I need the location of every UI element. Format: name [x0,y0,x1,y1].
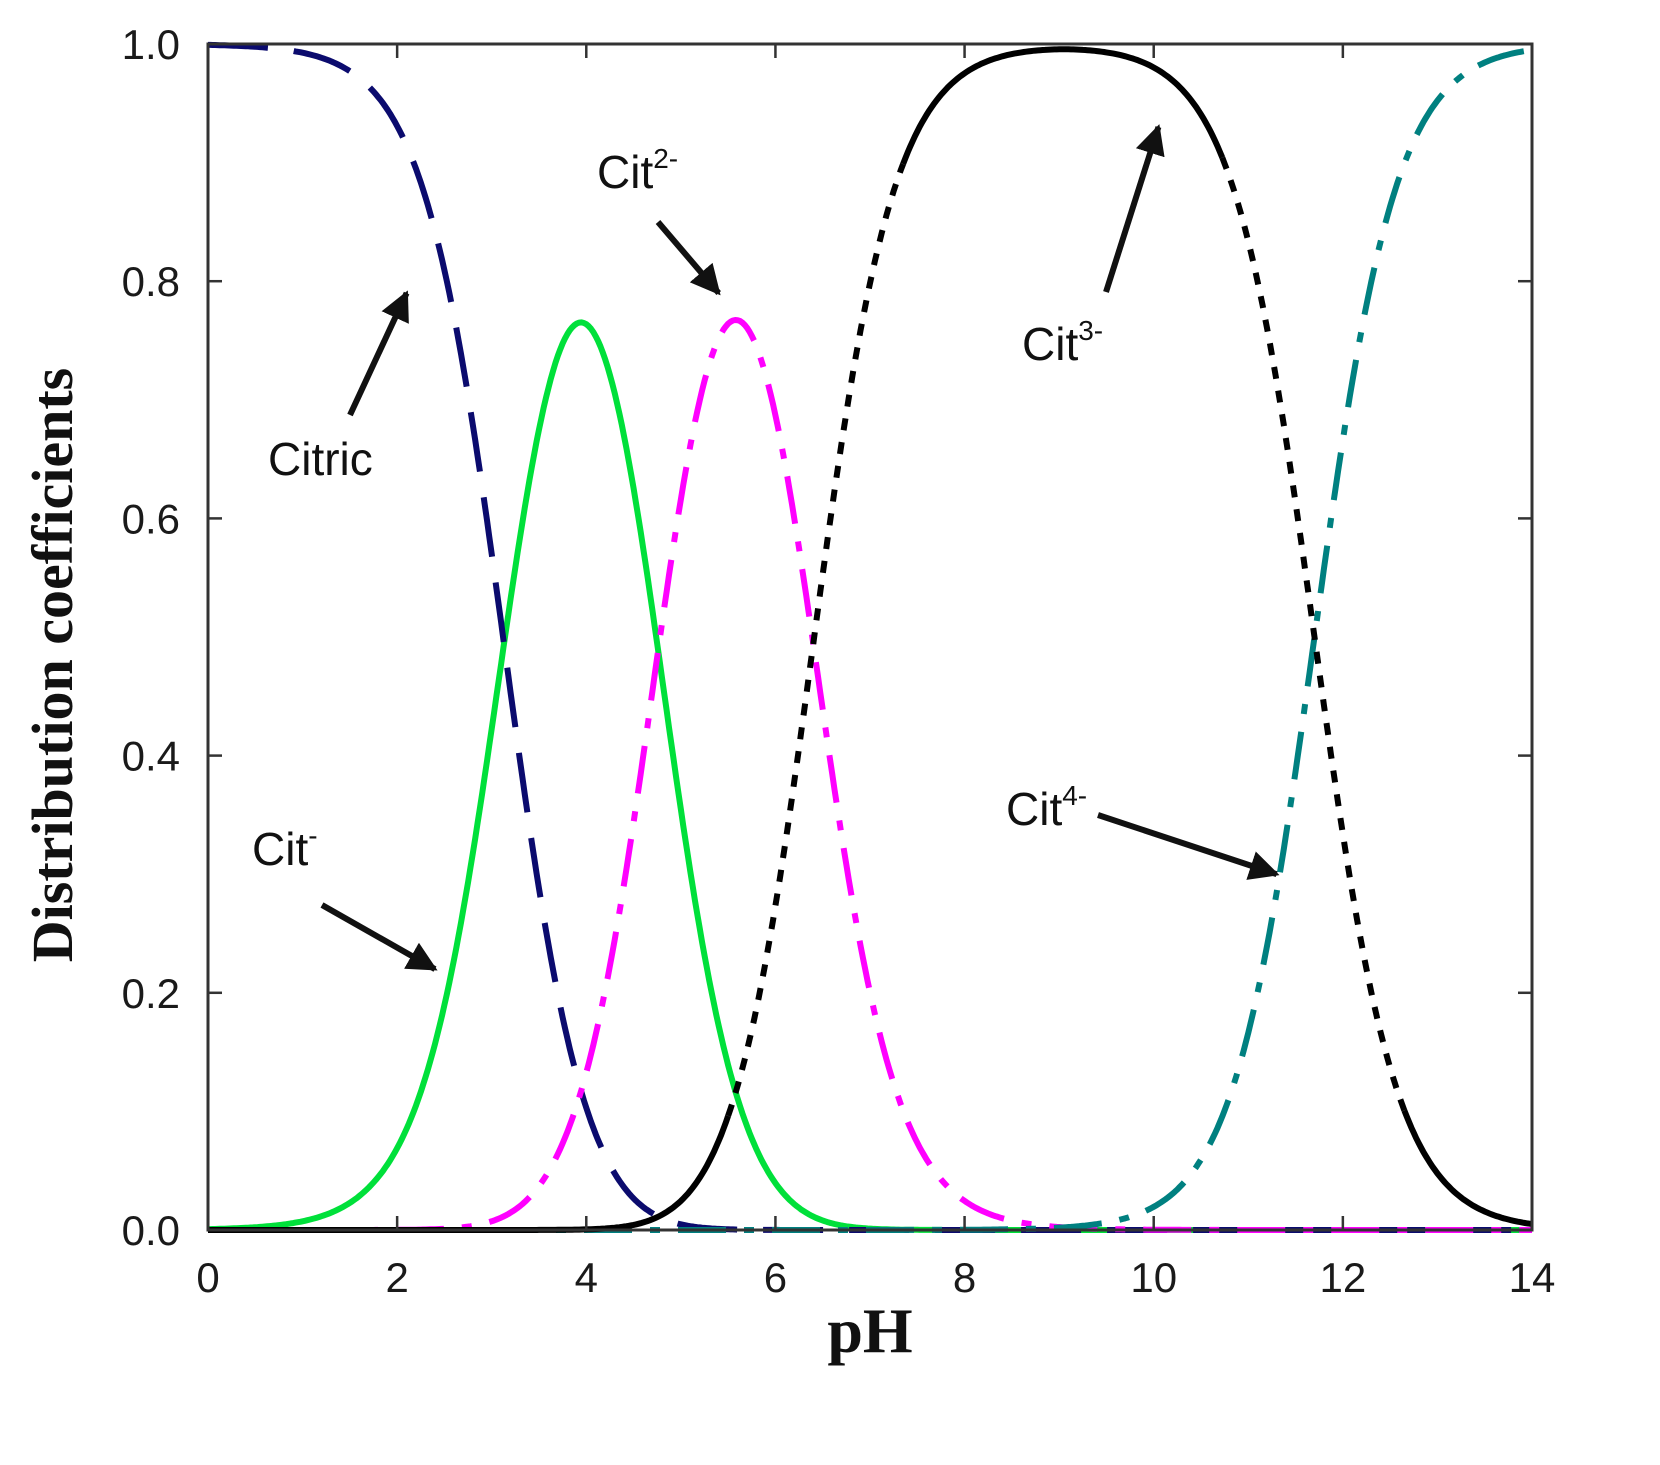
series-line-cit3- [900,46,1226,166]
annotation-label-superscript: 4- [1062,780,1087,811]
series-line-cit3- [1219,156,1408,1112]
annotation-label-superscript: 2- [653,143,678,174]
series-line-citric [207,41,1533,1233]
y-tick-label: 0.8 [122,258,180,305]
annotation-label-base: Citric [268,433,373,485]
x-tick-label: 10 [1130,1254,1177,1301]
y-tick-label: 1.0 [122,21,180,68]
series-line-cit3- [1401,1109,1533,1228]
annotation-label: Citric [268,433,373,485]
annotation-label-superscript: - [308,820,317,851]
series-line-cit3- [725,162,906,1117]
annotation-label: Cit- [252,820,318,875]
y-tick-label: 0.4 [122,733,180,780]
annotation-label: Cit4- [1006,780,1087,835]
annotation-arrow [1097,812,1280,880]
annotation-arrow [655,220,721,296]
x-tick-label: 12 [1319,1254,1366,1301]
annotation-arrow [320,902,438,972]
annotation-arrows-layer [320,124,1280,972]
y-axis-title: Distribution coefficients [20,368,85,962]
x-tick-label: 14 [1509,1254,1556,1301]
annotation-label-base: Cit [252,823,308,875]
annotation-label-base: Cit [1022,318,1078,370]
y-tick-label: 0.6 [122,495,180,542]
annotation-arrow [347,290,410,417]
series-line-cit4- [207,46,1533,1233]
x-tick-label: 8 [953,1254,976,1301]
annotation-arrow [1103,124,1165,293]
ticks-layer [206,42,1534,1232]
annotation-label: Cit3- [1022,315,1103,370]
y-tick-label: 0.0 [122,1207,180,1254]
x-tick-label: 0 [196,1254,219,1301]
x-tick-label: 6 [764,1254,787,1301]
annotation-label-base: Cit [1006,783,1062,835]
x-axis-title: pH [827,1295,912,1366]
plot-frame [206,42,1534,1232]
curves-layer [207,41,1533,1233]
y-tick-label: 0.2 [122,970,180,1017]
annotation-label-base: Cit [597,146,653,198]
annotation-label: Cit2- [597,143,678,198]
annotation-label-superscript: 3- [1078,315,1103,346]
x-tick-label: 2 [385,1254,408,1301]
x-tick-label: 4 [575,1254,598,1301]
tick-labels-layer: 0 2 4 6 8 10 12 14 0.0 0.2 0.4 0.6 0.8 1.0 [122,21,1556,1301]
